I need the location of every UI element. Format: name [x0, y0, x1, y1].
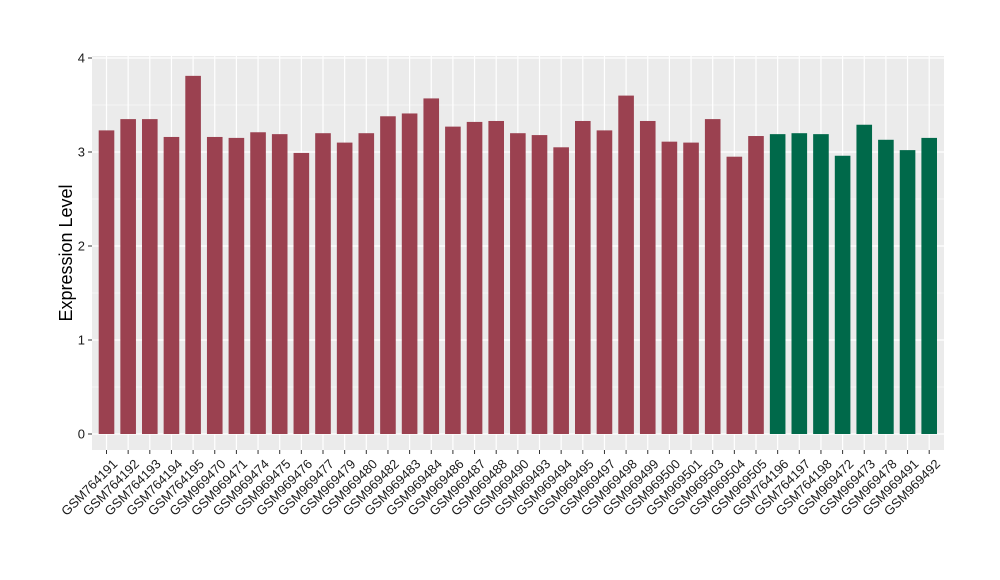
bar-GSM969495 [575, 120, 591, 434]
y-tick-label: 4 [78, 51, 85, 66]
y-tick-label: 3 [78, 145, 85, 160]
bar-GSM764197 [791, 133, 808, 434]
bar-GSM969479 [336, 142, 353, 434]
bar-GSM969491 [899, 150, 916, 434]
bar-GSM969487 [466, 121, 483, 435]
bar-GSM969498 [618, 95, 634, 434]
bar-GSM969490 [510, 133, 526, 434]
bar-GSM969477 [315, 133, 331, 434]
bar-GSM969484 [423, 98, 440, 435]
bar-GSM764191 [98, 130, 115, 434]
bar-GSM969482 [380, 116, 396, 434]
y-tick-label: 2 [78, 239, 85, 254]
bar-GSM969470 [206, 136, 223, 434]
bar-GSM969505 [748, 136, 764, 434]
bar-GSM764194 [163, 136, 180, 434]
bar-GSM969499 [639, 120, 656, 434]
x-axis: GSM764191GSM764192GSM764193GSM764194GSM7… [58, 450, 943, 519]
bar-GSM969473 [856, 124, 873, 435]
bars-layer [98, 75, 937, 435]
bar-GSM764193 [142, 119, 158, 434]
bar-GSM969501 [683, 142, 699, 434]
y-tick-label: 1 [78, 333, 85, 348]
bar-GSM969494 [553, 147, 569, 435]
bar-GSM764192 [120, 119, 136, 434]
bar-GSM969480 [358, 133, 375, 434]
bar-GSM764198 [813, 134, 829, 434]
bar-GSM969488 [488, 120, 504, 434]
bar-GSM764195 [185, 75, 201, 435]
bar-GSM969486 [445, 126, 461, 435]
bar-GSM969478 [878, 139, 894, 434]
y-tick-label: 0 [78, 427, 85, 442]
bar-GSM764196 [769, 134, 786, 434]
y-axis-title: Expression Level [56, 184, 76, 321]
bar-GSM969500 [661, 141, 678, 434]
bar-GSM969483 [401, 113, 418, 435]
bar-GSM969474 [250, 132, 266, 434]
bar-GSM969472 [834, 155, 851, 434]
bar-GSM969492 [921, 137, 937, 434]
bar-GSM969503 [704, 119, 721, 434]
bar-GSM969475 [271, 134, 288, 434]
y-axis: 0 1 2 3 4 [78, 51, 92, 442]
bar-GSM969497 [596, 130, 613, 434]
bar-GSM969471 [228, 137, 245, 434]
bar-GSM969476 [293, 152, 310, 434]
bar-GSM969504 [726, 156, 743, 434]
bar-GSM969493 [531, 135, 548, 434]
